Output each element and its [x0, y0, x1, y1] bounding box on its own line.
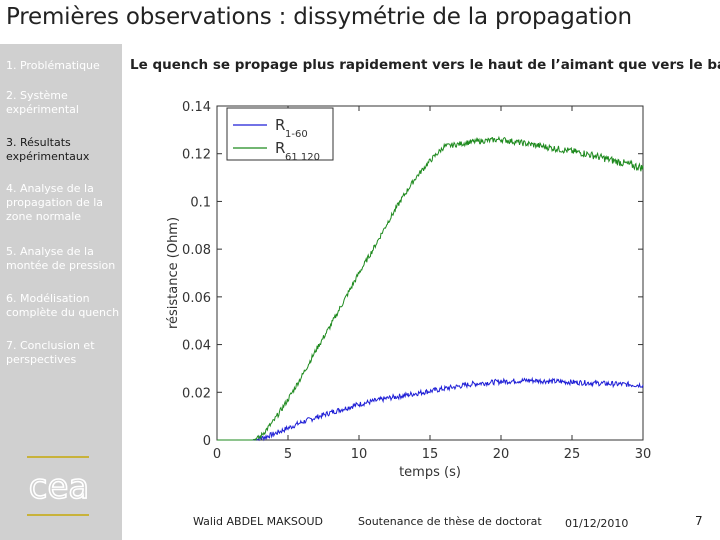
x-tick-label: 20	[493, 447, 510, 462]
x-tick-label: 30	[635, 447, 652, 462]
y-tick-label: 0.04	[182, 339, 211, 354]
y-tick-label: 0.12	[182, 148, 211, 163]
x-tick-label: 5	[284, 447, 292, 462]
y-axis-label: résistance (Ohm)	[166, 217, 181, 329]
sidebar: 1. Problématique 2. Système expérimental…	[0, 44, 122, 540]
x-tick-label: 0	[213, 447, 221, 462]
footer-page-number: 7	[695, 514, 703, 528]
y-tick-label: 0.14	[182, 100, 211, 115]
footer-author: Walid ABDEL MAKSOUD	[193, 515, 324, 528]
slide-title: Premières observations : dissymétrie de …	[6, 4, 632, 30]
x-tick-label: 15	[422, 447, 439, 462]
logo-text: cea	[29, 468, 89, 504]
y-tick-label: 0.06	[182, 291, 211, 306]
sidebar-item-problematique[interactable]: 1. Problématique	[6, 59, 100, 72]
x-tick-label: 25	[564, 447, 581, 462]
y-tick-label: 0.1	[190, 195, 211, 210]
legend-label-2: R	[275, 139, 285, 157]
logo-bottom-line	[27, 514, 89, 516]
legend-sub-label-2: 61 120	[285, 152, 320, 163]
sidebar-item-conclusion[interactable]: 7. Conclusion et perspectives	[6, 339, 95, 366]
resistance-chart: 0 5 10 15 20 25 30 0 0.02 0.04 0.06 0.08 0.1 0.12 0.14…	[166, 100, 651, 480]
series-line-1	[217, 376, 644, 442]
series-line-2	[217, 135, 644, 442]
axis-ticks: 0 5 10 15 20 25 30 0 0.02 0.04 0.06 0.08 0.1 0.12 0.14	[182, 100, 651, 462]
logo-top-line	[27, 456, 89, 458]
sidebar-item-resultats[interactable]: 3. Résultats expérimentaux	[6, 136, 90, 163]
y-tick-label: 0.08	[182, 243, 211, 258]
footer-date: 01/12/2010	[565, 517, 629, 530]
slide-subtitle: Le quench se propage plus rapidement ver…	[130, 57, 720, 73]
legend-label-1: R	[275, 116, 285, 134]
y-tick-label: 0.02	[182, 386, 211, 401]
footer-event: Soutenance de thèse de doctorat	[358, 515, 542, 528]
legend-sub-label-1: 1-60	[285, 129, 308, 140]
legend-box	[226, 107, 334, 161]
series-lines	[217, 135, 644, 442]
x-tick-label: 10	[351, 447, 368, 462]
sidebar-item-systeme[interactable]: 2. Système expérimental	[6, 89, 79, 116]
sidebar-item-modelisation[interactable]: 6. Modélisation complète du quench	[6, 292, 120, 319]
y-tick-label: 0	[203, 434, 211, 449]
sidebar-item-analyse-pression[interactable]: 5. Analyse de la montée de pression	[6, 245, 116, 272]
cea-logo: cea	[28, 468, 90, 504]
plot-frame	[216, 105, 644, 441]
sidebar-item-analyse-propagation[interactable]: 4. Analyse de la propagation de la zone …	[6, 182, 104, 223]
x-axis-label: temps (s)	[399, 465, 461, 480]
